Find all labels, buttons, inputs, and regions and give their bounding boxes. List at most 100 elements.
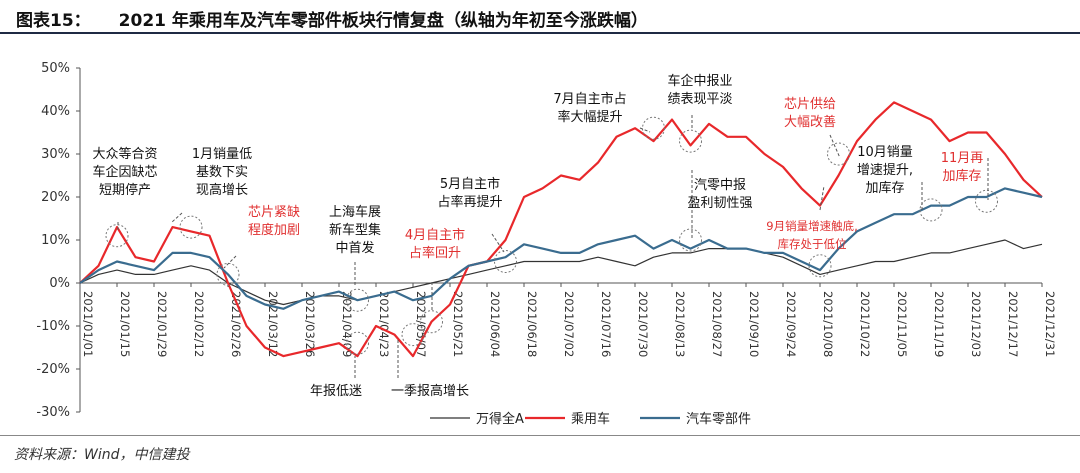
x-tick-label: 2021/01/15 [118, 291, 132, 357]
annotation-text-a1: 车企因缺芯 [92, 164, 157, 180]
line-chart: -30% -20% -10% 0% 10% 20% 30% 40% 50% 2021/01/01 2… [36, 61, 1057, 427]
x-tick-label: 2021/09/10 [747, 291, 761, 357]
annotation-text-a8: 车企中报业 [667, 73, 732, 89]
annotation-circle-a14 [346, 331, 369, 355]
x-tick-label: 2021/05/21 [451, 291, 465, 357]
annotation-text-a8: 绩表现平淡 [667, 92, 732, 107]
x-tick-label: 2021/09/24 [784, 291, 798, 357]
annotation-text-a1: 短期停产 [99, 182, 151, 198]
figure-title-text: 2021 年乘用车及汽车零部件板块行情复盘（纵轴为年初至今涨跌幅） [118, 11, 648, 31]
x-tick-label: 2021/12/17 [1006, 291, 1020, 357]
annotation-leader-a11 [819, 185, 825, 211]
annotation-text-a6: 占率再提升 [437, 194, 502, 210]
legend: 万得全A 乘用车 汽车零部件 [430, 411, 751, 427]
annotation-text-a10: 芯片供给 [784, 97, 836, 112]
annotation-text-a12: 加库存 [865, 180, 904, 196]
axes-group: -30% -20% -10% 0% 10% 20% 30% 40% 50% 2021/01/01 2… [36, 61, 1057, 420]
x-tick-label: 2021/01/01 [81, 291, 95, 357]
annotation-text-a15: 一季报高增长 [391, 383, 469, 399]
annotation-text-a9: 盈利韧性强 [687, 196, 752, 211]
annotation-text-a12: 增速提升, [857, 162, 913, 178]
annotation-circle-a10 [827, 142, 850, 166]
x-tick-label: 2021/07/30 [636, 291, 650, 357]
annotation-circle-a9 [679, 228, 702, 252]
annotation-circle-a4 [346, 288, 369, 312]
annotation-leader-a6 [491, 233, 505, 253]
series-layer [79, 101, 1043, 358]
y-tick-label: 50% [41, 61, 70, 76]
annotation-text-a13: 11月再 [941, 151, 984, 166]
annotation-text-a11: 库存处于低位 [778, 237, 847, 251]
annotation-text-a12: 10月销量 [857, 145, 913, 160]
x-tick-label: 2021/10/08 [821, 291, 835, 357]
annotation-text-a3: 芯片紧缺 [248, 205, 300, 220]
annotation-text-a14: 年报低迷 [310, 384, 362, 399]
x-tick-label: 2021/06/18 [525, 291, 539, 357]
x-tick-label: 2021/04/09 [340, 291, 354, 357]
annotation-text-a13: 加库存 [942, 168, 981, 184]
annotation-circle-a15 [401, 323, 425, 347]
x-tick-label: 2021/08/13 [673, 291, 687, 357]
annotation-circle-a1 [105, 224, 129, 248]
series-line-乘用车 [79, 101, 1043, 358]
annotation-text-a4: 新车型集 [329, 222, 381, 238]
annotation-text-a4: 中首发 [335, 240, 374, 256]
annotation-circle-a2 [179, 215, 203, 239]
annotation-leader-a3 [223, 255, 237, 269]
annotation-text-a11: 9月销量增速触底, [766, 219, 857, 233]
annotation-circle-a6 [494, 250, 517, 273]
annotation-text-a4: 上海车展 [329, 204, 381, 220]
x-tick-label: 2021/12/03 [969, 291, 983, 357]
annotation-text-a1: 大众等合资 [92, 146, 157, 162]
x-tick-label: 2021/05/07 [414, 291, 428, 357]
x-tick-label: 2021/08/27 [710, 291, 724, 357]
x-tick-label: 2021/01/29 [155, 291, 169, 357]
annotation-circle-a8 [679, 129, 702, 153]
annotation-text-a7: 率大幅提升 [557, 109, 622, 125]
annotation-leader-a2 [171, 212, 183, 223]
y-tick-label: -20% [36, 362, 70, 377]
annotation-leader-a10 [829, 134, 841, 159]
annotation-text-a10: 大幅改善 [784, 114, 836, 130]
annotation-text-a7: 7月自主市占 [553, 91, 626, 107]
y-tick-label: 40% [41, 104, 70, 119]
x-tick-label: 2021/07/16 [599, 291, 613, 357]
legend-label-汽车零部件: 汽车零部件 [686, 411, 751, 427]
annotation-text-a2: 1月销量低 [192, 147, 252, 162]
x-tick-label: 2021/07/02 [562, 291, 576, 357]
annotation-text-a9: 汽零中报 [694, 178, 746, 193]
y-tick-label: 20% [41, 190, 70, 205]
annotation-circle-a3 [216, 262, 240, 286]
series-line-汽车零部件 [79, 187, 1043, 310]
x-tick-label: 2021/02/12 [192, 291, 206, 357]
annotation-circle-a12 [919, 198, 943, 222]
annotation-text-a5: 占率回升 [409, 245, 461, 261]
x-tick-label: 2021/12/31 [1043, 291, 1057, 357]
x-tick-label: 2021/03/26 [303, 291, 317, 357]
source-note: 资料来源：Wind，中信建投 [14, 447, 190, 463]
y-tick-label: -10% [36, 319, 70, 334]
annotation-text-a2: 基数下实 [196, 165, 248, 180]
annotation-leader-a7 [639, 127, 651, 133]
x-tick-label: 2021/06/04 [488, 291, 502, 357]
annotation-circle-a7 [642, 116, 665, 140]
annotation-text-a3: 程度加剧 [248, 222, 300, 238]
annotation-circle-a13 [975, 189, 998, 213]
annotation-text-a2: 现高增长 [196, 182, 248, 198]
x-tick-label: 2021/10/22 [858, 291, 872, 357]
annotation-text-a6: 5月自主市 [440, 176, 500, 192]
x-tick-label: 2021/11/19 [932, 291, 946, 357]
figure-number: 图表15： [16, 11, 91, 31]
annotation-text-a5: 4月自主市 [405, 227, 465, 243]
legend-label-万得全A: 万得全A [476, 411, 524, 427]
y-tick-label: 0% [49, 276, 70, 291]
title-bar: 图表15： 2021 年乘用车及汽车零部件板块行情复盘（纵轴为年初至今涨跌幅） [0, 0, 1080, 34]
annotation-circle-a11 [808, 254, 832, 278]
y-tick-label: 30% [41, 147, 70, 162]
x-tick-label: 2021/11/05 [895, 291, 909, 357]
chart-title: 图表15： 2021 年乘用车及汽车零部件板块行情复盘（纵轴为年初至今涨跌幅） [16, 6, 648, 31]
x-tick-label: 2021/04/23 [377, 291, 391, 357]
bottom-divider [0, 435, 1080, 436]
y-tick-label: -30% [36, 405, 70, 420]
